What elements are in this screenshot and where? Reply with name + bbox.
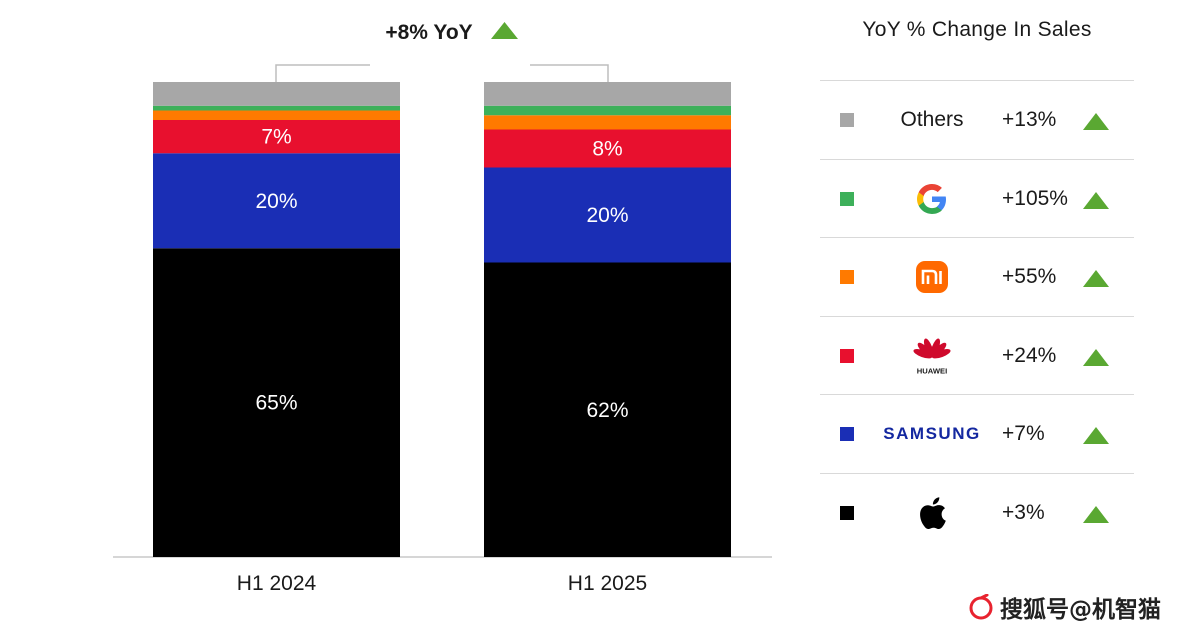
x-tick-label: H1 2025 bbox=[568, 572, 647, 595]
legend-brand-name: Others bbox=[900, 108, 964, 131]
data-label-apple: 65% bbox=[255, 392, 297, 415]
legend-brand bbox=[882, 474, 982, 552]
up-arrow-icon bbox=[1083, 427, 1109, 445]
legend-change-value: +55% bbox=[1002, 265, 1057, 289]
sohu-logo-icon bbox=[969, 594, 993, 620]
bar-segment-huawei bbox=[153, 120, 400, 154]
legend-row-huawei: HUAWEI +24% bbox=[820, 315, 1134, 395]
legend-row-others: Others +13% bbox=[820, 80, 1134, 159]
bar-segment-others bbox=[153, 82, 400, 106]
legend-brand bbox=[882, 238, 982, 316]
data-label-huawei: 7% bbox=[261, 126, 291, 149]
legend-swatch bbox=[840, 270, 854, 285]
xiaomi-logo-icon bbox=[916, 261, 948, 294]
up-arrow-icon bbox=[1083, 348, 1109, 366]
bar-segment-apple bbox=[484, 262, 731, 557]
up-arrow-icon bbox=[1083, 191, 1109, 209]
huawei-logo-icon: HUAWEI bbox=[913, 338, 951, 375]
legend-swatch bbox=[840, 113, 854, 127]
data-label-samsung: 20% bbox=[255, 190, 297, 213]
legend-swatch bbox=[840, 191, 854, 206]
watermark-text: 搜狐号@机智猫 bbox=[1000, 597, 1161, 623]
legend-change-value: +105% bbox=[1002, 186, 1068, 210]
data-label-huawei: 8% bbox=[592, 138, 622, 161]
bar-segment-huawei bbox=[484, 129, 731, 168]
up-arrow-icon bbox=[491, 22, 518, 39]
bar-segment-google bbox=[484, 105, 731, 116]
stacked-bar-chart: 65% 20% 7% H1 2024 62% 20% 8% H1 2025 +8% YoY bbox=[113, 21, 772, 595]
bar-segment-others bbox=[484, 82, 731, 106]
up-arrow-icon bbox=[1083, 270, 1109, 288]
legend-change-value: +7% bbox=[1002, 422, 1045, 446]
legend-swatch bbox=[840, 427, 854, 442]
legend-swatch bbox=[840, 348, 854, 363]
bar-segment-apple bbox=[153, 248, 400, 557]
legend-swatch bbox=[840, 506, 854, 520]
legend-row-google: +105% bbox=[820, 158, 1134, 238]
yoy-label-background bbox=[370, 52, 530, 80]
legend-row-apple: +3% bbox=[820, 473, 1134, 552]
total-yoy-label: +8% YoY bbox=[385, 21, 472, 44]
x-tick-label: H1 2024 bbox=[237, 572, 317, 595]
bar-segment-xiaomi bbox=[153, 110, 400, 120]
legend-change-value: +3% bbox=[1002, 501, 1045, 524]
samsung-wordmark: SAMSUNG bbox=[883, 424, 981, 444]
legend-brand bbox=[882, 160, 982, 238]
legend: YoY % Change In Sales Others +13% +105% +55… bbox=[820, 0, 1134, 560]
bar-segment-google bbox=[153, 105, 400, 111]
up-arrow-icon bbox=[1083, 506, 1109, 523]
legend-change-value: +13% bbox=[1002, 108, 1057, 131]
legend-title: YoY % Change In Sales bbox=[862, 18, 1092, 41]
legend-row-xiaomi: +55% bbox=[820, 237, 1134, 316]
huawei-wordmark: HUAWEI bbox=[917, 366, 948, 375]
data-label-samsung: 20% bbox=[586, 204, 628, 227]
legend-brand: Others bbox=[882, 81, 982, 159]
legend-change-value: +24% bbox=[1002, 343, 1057, 367]
legend-row-samsung: SAMSUNG +7% bbox=[820, 394, 1134, 473]
bar-segment-xiaomi bbox=[484, 115, 731, 130]
legend-brand: SAMSUNG bbox=[882, 395, 982, 473]
apple-logo-icon bbox=[920, 497, 946, 530]
bar-segment-samsung bbox=[153, 153, 400, 249]
watermark: 搜狐号@机智猫 bbox=[968, 590, 1161, 624]
bar-segment-samsung bbox=[484, 167, 731, 263]
legend-brand: HUAWEI bbox=[882, 317, 982, 395]
data-label-apple: 62% bbox=[586, 399, 628, 422]
up-arrow-icon bbox=[1083, 113, 1109, 130]
google-logo-icon bbox=[917, 183, 946, 214]
